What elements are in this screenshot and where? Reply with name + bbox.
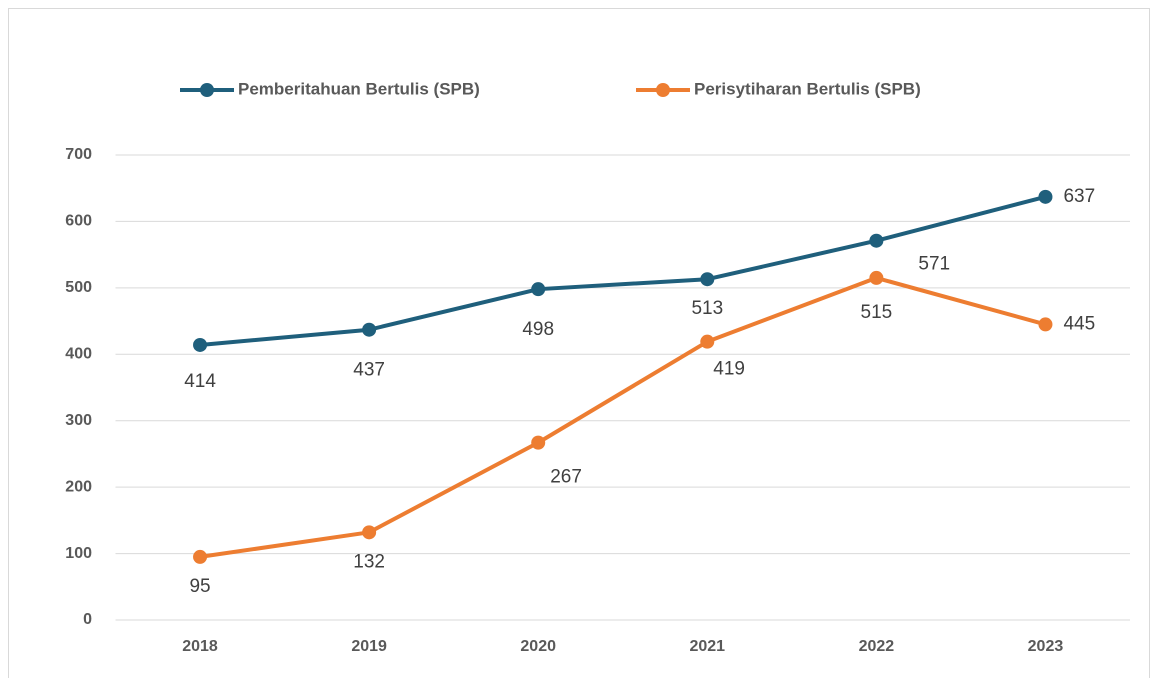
x-tick-label: 2018 <box>182 638 218 655</box>
data-label: 515 <box>861 302 893 323</box>
data-point <box>193 549 208 564</box>
series-line <box>199 194 1046 347</box>
data-point <box>700 272 715 287</box>
data-point <box>1038 189 1053 204</box>
legend-marker <box>656 83 670 97</box>
legend-label: Perisytiharan Bertulis (SPB) <box>694 79 921 98</box>
data-point <box>869 270 884 285</box>
data-point <box>869 233 884 248</box>
y-tick-label: 700 <box>65 146 92 163</box>
data-label: 513 <box>691 298 723 319</box>
data-point <box>531 282 546 297</box>
data-label: 267 <box>550 467 582 488</box>
data-point <box>362 525 377 540</box>
y-tick-label: 0 <box>83 611 92 628</box>
data-label: 95 <box>189 576 210 597</box>
y-tick-label: 100 <box>65 545 92 562</box>
y-tick-label: 200 <box>65 478 92 495</box>
series-line <box>199 275 1046 559</box>
data-label: 414 <box>184 371 216 392</box>
data-label: 571 <box>918 254 950 275</box>
x-tick-label: 2019 <box>351 638 387 655</box>
data-label: 437 <box>353 360 385 381</box>
data-point <box>700 334 715 349</box>
y-tick-label: 400 <box>65 346 92 363</box>
x-tick-label: 2023 <box>1028 638 1064 655</box>
data-label: 498 <box>522 319 554 340</box>
x-tick-label: 2021 <box>689 638 725 655</box>
legend-marker <box>200 83 214 97</box>
data-label: 445 <box>1063 313 1095 334</box>
data-label: 637 <box>1063 186 1095 207</box>
data-point <box>531 435 546 450</box>
data-point <box>193 337 208 352</box>
y-tick-label: 600 <box>65 213 92 230</box>
legend-label: Pemberitahuan Bertulis (SPB) <box>238 79 480 98</box>
y-tick-label: 500 <box>65 279 92 296</box>
chart-frame <box>8 8 1150 678</box>
x-tick-label: 2022 <box>859 638 895 655</box>
data-point <box>1038 317 1053 332</box>
data-label: 419 <box>713 359 745 380</box>
x-tick-label: 2020 <box>520 638 556 655</box>
data-point <box>362 322 377 337</box>
y-tick-label: 300 <box>65 412 92 429</box>
data-label: 132 <box>353 551 385 572</box>
